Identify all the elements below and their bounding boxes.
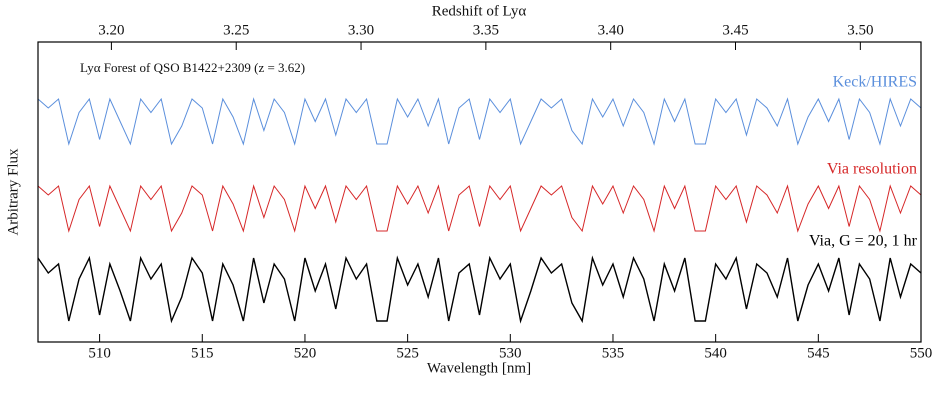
y-axis-title: Arbitrary Flux	[5, 148, 21, 236]
x-axis-title: Wavelength [nm]	[427, 360, 531, 376]
x2-tick-label: 3.25	[223, 22, 249, 38]
spectrum-line	[37, 255, 922, 324]
x-tick-label: 540	[704, 345, 727, 361]
plot-frame	[37, 41, 922, 343]
top-axis-title: Redshift of Lyα	[432, 3, 527, 19]
spectrum-line	[37, 184, 922, 233]
x-tick-label: 510	[88, 345, 111, 361]
series-label: Via resolution	[827, 161, 917, 178]
annotation: Lyα Forest of QSO B1422+2309 (z = 3.62)	[80, 60, 305, 75]
x-tick-label: 545	[807, 345, 830, 361]
x2-tick-label: 3.30	[348, 22, 374, 38]
series-label: Keck/HIRES	[833, 74, 917, 91]
x2-tick-label: 3.40	[598, 22, 624, 38]
x2-tick-label: 3.45	[722, 22, 748, 38]
x-tick-label: 530	[499, 345, 522, 361]
series-label: Via, G = 20, 1 hr	[809, 233, 918, 250]
x2-tick-label: 3.50	[847, 22, 873, 38]
x-tick-label: 535	[602, 345, 625, 361]
x-tick-label: 515	[191, 345, 214, 361]
x-tick-label: 550	[910, 345, 933, 361]
x2-tick-label: 3.20	[98, 22, 124, 38]
spectrum-line	[37, 97, 922, 146]
x2-tick-label: 3.35	[473, 22, 499, 38]
x-tick-label: 520	[294, 345, 317, 361]
x-tick-label: 525	[396, 345, 419, 361]
